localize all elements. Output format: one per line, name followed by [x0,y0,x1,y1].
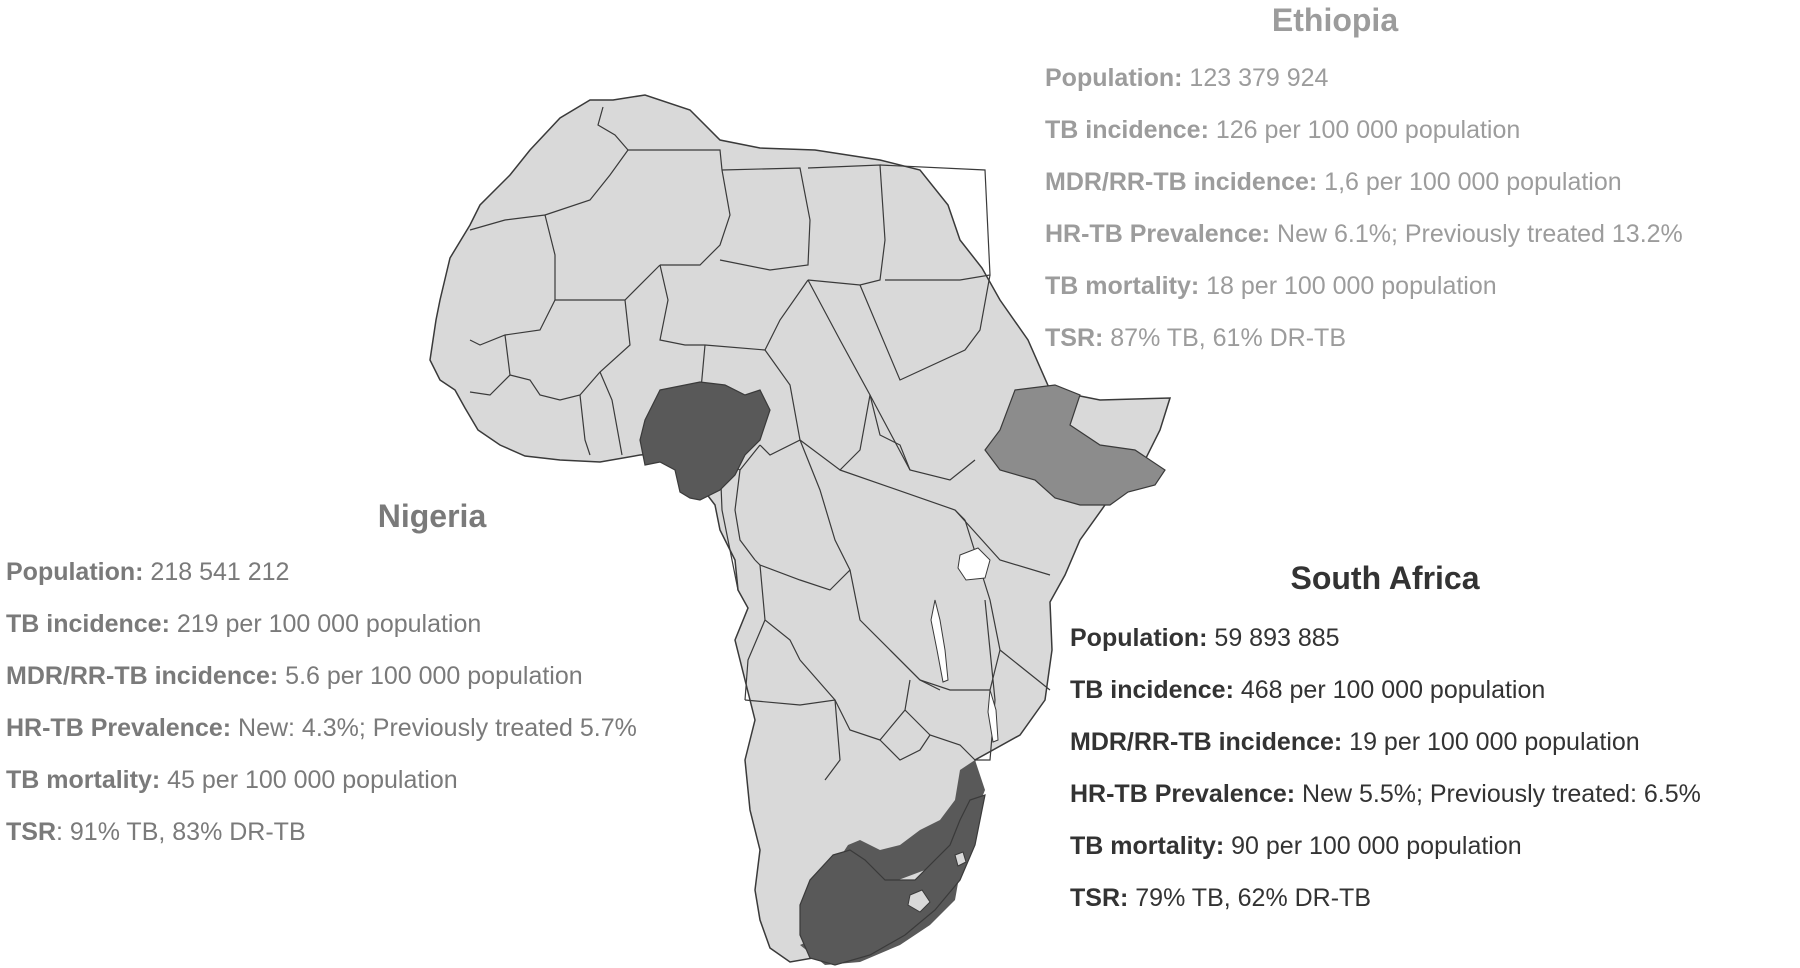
lake-malawi [987,689,999,743]
south-africa-shape [800,760,985,965]
value: New 6.1%; Previously treated 13.2% [1270,220,1683,248]
south-africa-main [799,794,986,966]
value: 90 per 100 000 population [1224,832,1522,860]
nigeria-stats: Population: 218 541 212 TB incidence: 21… [6,546,637,858]
value: 123 379 924 [1182,64,1329,92]
label: Population: [1070,624,1208,652]
ethiopia-tb-incidence-row: TB incidence: 126 per 100 000 population [1045,104,1683,156]
value: 18 per 100 000 population [1199,272,1497,300]
label: HR-TB Prevalence: [1045,220,1271,248]
south-africa-title: South Africa [1290,560,1480,596]
label: TSR [6,818,56,846]
value: 5.6 per 100 000 population [278,662,583,690]
value: 468 per 100 000 population [1233,676,1546,704]
ethiopia-population-row: Population: 123 379 924 [1045,52,1683,104]
south-africa-tsr-row: TSR: 79% TB, 62% DR-TB [1070,872,1701,924]
lakes [930,547,999,743]
nigeria-tb-incidence-row: TB incidence: 219 per 100 000 population [6,598,637,650]
value: 87% TB, 61% DR-TB [1103,324,1347,352]
value: New 5.5%; Previously treated: 6.5% [1295,780,1701,808]
ethiopia-stats: Population: 123 379 924 TB incidence: 12… [1045,52,1683,364]
nigeria-mortality-row: TB mortality: 45 per 100 000 population [6,754,637,806]
label: MDR/RR-TB incidence: [6,662,279,690]
value: 126 per 100 000 population [1208,116,1521,144]
value: : 91% TB, 83% DR-TB [56,818,306,846]
value: 219 per 100 000 population [169,610,482,638]
label: TB mortality: [6,766,161,794]
nigeria-hr-row: HR-TB Prevalence: New: 4.3%; Previously … [6,702,637,754]
ethiopia-tsr-row: TSR: 87% TB, 61% DR-TB [1045,312,1683,364]
south-africa-hr-row: HR-TB Prevalence: New 5.5%; Previously t… [1070,768,1701,820]
nigeria-title: Nigeria [377,498,487,534]
lake-victoria [957,547,991,581]
value: 59 893 885 [1207,624,1340,652]
ethiopia-mortality-row: TB mortality: 18 per 100 000 population [1045,260,1683,312]
ethiopia-hr-row: HR-TB Prevalence: New 6.1%; Previously t… [1045,208,1683,260]
africa-continent [429,94,1172,963]
label: TB incidence: [1045,116,1209,144]
nigeria-mdr-row: MDR/RR-TB incidence: 5.6 per 100 000 pop… [6,650,637,702]
label: TSR: [1045,324,1104,352]
label: TB incidence: [1070,676,1234,704]
ethiopia-shape [984,384,1166,506]
label: HR-TB Prevalence: [6,714,232,742]
ethiopia-title: Ethiopia [1271,2,1399,38]
lake-tanganyika [930,599,949,683]
nigeria-shape [639,381,771,501]
label: Population: [6,558,144,586]
south-africa-mdr-row: MDR/RR-TB incidence: 19 per 100 000 popu… [1070,716,1701,768]
south-africa-stats: Population: 59 893 885 TB incidence: 468… [1070,612,1701,924]
south-africa-mortality-row: TB mortality: 90 per 100 000 population [1070,820,1701,872]
label: Population: [1045,64,1183,92]
eswatini-shape [954,851,967,867]
value: 19 per 100 000 population [1342,728,1640,756]
label: MDR/RR-TB incidence: [1070,728,1343,756]
south-africa-tb-incidence-row: TB incidence: 468 per 100 000 population [1070,664,1701,716]
value: 45 per 100 000 population [160,766,458,794]
label: MDR/RR-TB incidence: [1045,168,1318,196]
ethiopia-mdr-row: MDR/RR-TB incidence: 1,6 per 100 000 pop… [1045,156,1683,208]
value: New: 4.3%; Previously treated 5.7% [231,714,637,742]
nigeria-tsr-row: TSR: 91% TB, 83% DR-TB [6,806,637,858]
south-africa-population-row: Population: 59 893 885 [1070,612,1701,664]
value: 1,6 per 100 000 population [1317,168,1622,196]
label: TSR: [1070,884,1129,912]
label: TB incidence: [6,610,170,638]
label: TB mortality: [1045,272,1200,300]
value: 218 541 212 [143,558,290,586]
label: HR-TB Prevalence: [1070,780,1296,808]
value: 79% TB, 62% DR-TB [1128,884,1372,912]
nigeria-population-row: Population: 218 541 212 [6,546,637,598]
lesotho-shape [907,889,931,913]
label: TB mortality: [1070,832,1225,860]
